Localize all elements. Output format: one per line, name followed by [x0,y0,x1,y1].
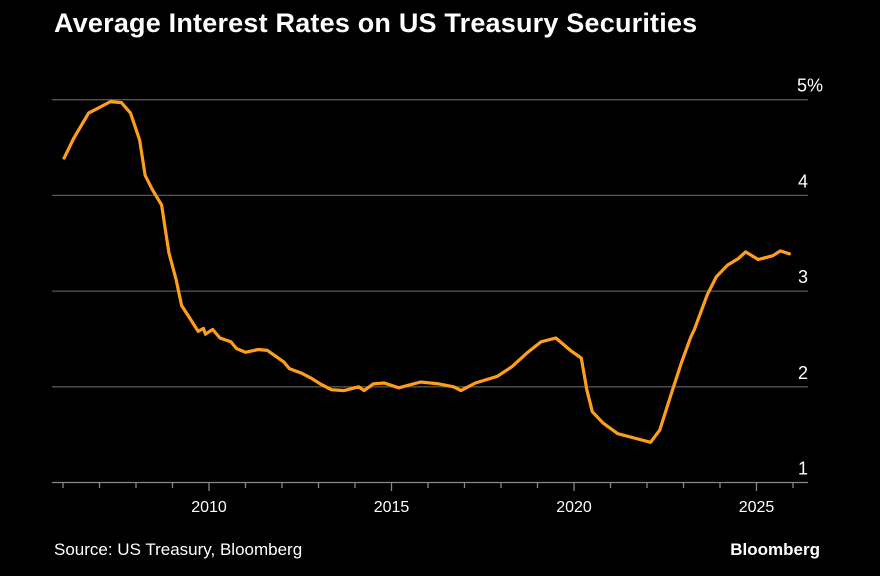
y-tick-label: 2 [798,363,808,383]
y-tick-label: 4 [798,171,808,191]
y-tick-label: 1 [798,459,808,479]
bloomberg-logo: Bloomberg [730,540,820,559]
y-tick-label: 3 [798,267,808,287]
series-line [62,100,791,444]
x-tick-label: 2015 [374,499,410,516]
x-tick-label: 2025 [739,499,775,516]
chart-title: Average Interest Rates on US Treasury Se… [54,8,698,38]
x-tick-label: 2010 [191,499,227,516]
source-note: Source: US Treasury, Bloomberg [54,540,303,559]
y-tick-label: 5% [797,76,823,96]
x-tick-label: 2020 [556,499,592,516]
